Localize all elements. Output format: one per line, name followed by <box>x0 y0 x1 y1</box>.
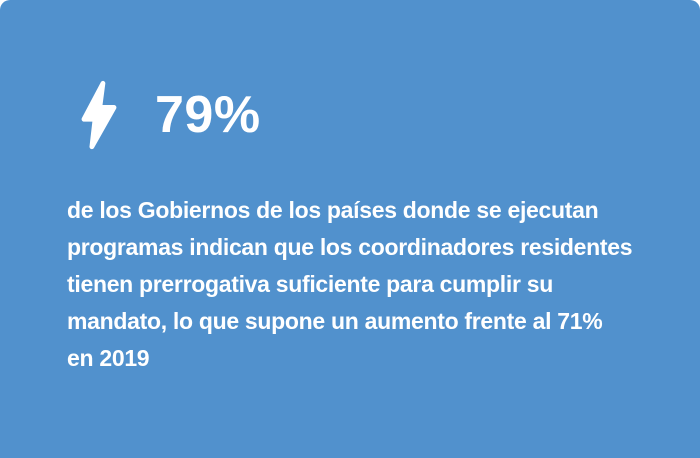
stat-row: 79% <box>67 80 670 150</box>
stat-description: de los Gobiernos de los países donde se … <box>67 197 633 371</box>
stat-value: 79% <box>155 86 261 144</box>
lightning-bolt-icon <box>80 80 118 150</box>
